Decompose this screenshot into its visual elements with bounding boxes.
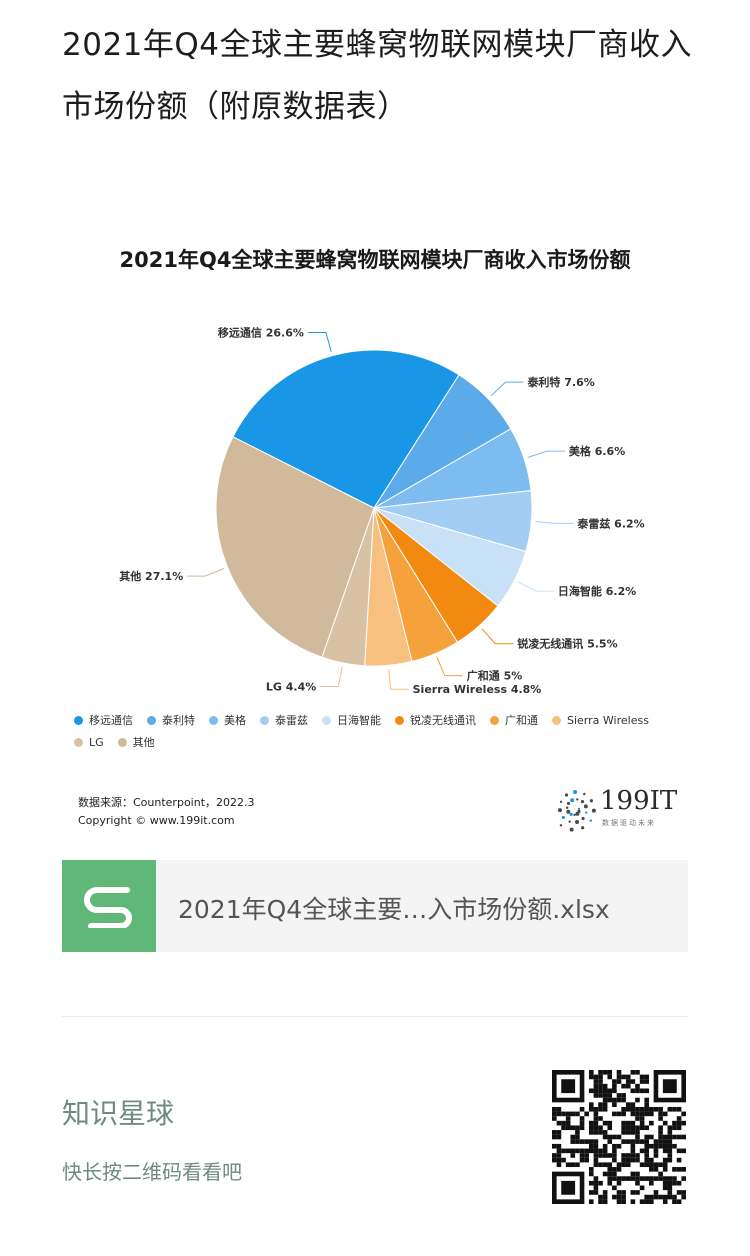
pie-leader-line-3 xyxy=(535,521,574,524)
logo-dots-icon xyxy=(557,790,596,832)
file-name: 2021年Q4全球主要…入市场份额.xlsx xyxy=(178,895,610,924)
pie-data-label-8: LG 4.4% xyxy=(266,680,316,693)
promo-subtitle: 快长按二维码看看吧 xyxy=(62,1160,242,1184)
legend-label: 广和通 xyxy=(505,714,538,727)
pie-leader-line-8 xyxy=(320,666,343,687)
divider xyxy=(62,1016,688,1017)
post-title: 2021年Q4全球主要蜂窝物联网模块厂商收入市场份额（附原数据表） xyxy=(62,27,693,125)
legend-label: 美格 xyxy=(224,714,246,727)
pie-data-label-9: 其他 27.1% xyxy=(119,569,183,583)
pie-data-label-4: 日海智能 6.2% xyxy=(558,584,636,598)
legend-label: 其他 xyxy=(132,736,155,749)
pie-data-label-3: 泰雷兹 6.2% xyxy=(576,516,644,530)
data-source: 数据来源：Counterpoint，2022.3 xyxy=(78,796,255,809)
legend-item-8: LG xyxy=(74,736,104,749)
legend-item-0: 移远通信 xyxy=(74,712,133,728)
legend-marker-icon xyxy=(147,715,156,725)
legend-item-4: 日海智能 xyxy=(322,712,381,728)
qr-code-icon[interactable] xyxy=(552,1070,686,1204)
chart-title: 2021年Q4全球主要蜂窝物联网模块厂商收入市场份额 xyxy=(119,248,631,272)
legend-item-6: 广和通 xyxy=(490,712,538,728)
pie-slice-0 xyxy=(232,349,460,509)
logo-199it: 199IT 数据驱动未来 xyxy=(552,784,682,834)
legend-marker-icon xyxy=(552,715,561,725)
logo-text: 199IT xyxy=(600,786,678,816)
legend-marker-icon xyxy=(74,737,83,747)
legend-marker-icon xyxy=(260,715,269,725)
pie-chart: 移远通信 26.6% 泰利特 7.6% 美格 6.6% 泰雷兹 6.2% 日海智能 6.… xyxy=(119,325,644,696)
legend-item-9: 其他 xyxy=(117,734,155,750)
legend-label: 泰利特 xyxy=(162,714,195,727)
pie-leader-line-6 xyxy=(436,657,463,677)
pie-leader-line-0 xyxy=(307,331,332,352)
copyright: Copyright © www.199it.com xyxy=(78,814,235,827)
promo-title: 知识星球 xyxy=(62,1097,175,1130)
pie-leader-line-7 xyxy=(388,669,409,690)
legend-label: 泰雷兹 xyxy=(275,714,308,727)
pie-leader-line-5 xyxy=(481,628,514,645)
pie-data-label-1: 泰利特 7.6% xyxy=(526,375,594,389)
pie-data-label-6: 广和通 5% xyxy=(467,669,523,683)
legend-label: 日海智能 xyxy=(337,714,381,727)
pie-leader-line-4 xyxy=(517,581,554,592)
legend-marker-icon xyxy=(395,715,404,725)
legend-label: LG xyxy=(89,735,104,749)
pie-leader-line-2 xyxy=(527,450,565,458)
logo-tagline: 数据驱动未来 xyxy=(602,819,656,827)
pie-leader-line-9 xyxy=(187,568,224,577)
legend-marker-icon xyxy=(322,715,331,725)
legend-item-1: 泰利特 xyxy=(147,712,195,728)
legend-item-7: Sierra Wireless xyxy=(552,714,649,727)
legend-marker-icon xyxy=(209,715,218,725)
file-attachment[interactable]: 2021年Q4全球主要…入市场份额.xlsx xyxy=(62,860,688,952)
pie-slice-9 xyxy=(215,436,375,658)
legend-item-3: 泰雷兹 xyxy=(260,712,308,728)
pie-leader-line-1 xyxy=(490,381,524,397)
pie-data-label-2: 美格 6.6% xyxy=(569,444,625,458)
legend-label: 锐凌无线通讯 xyxy=(410,714,476,727)
legend-label: 移远通信 xyxy=(89,714,133,727)
legend-label: Sierra Wireless xyxy=(567,713,649,727)
legend-marker-icon xyxy=(117,737,127,747)
pie-data-label-7: Sierra Wireless 4.8% xyxy=(413,683,542,696)
legend-item-5: 锐凌无线通讯 xyxy=(395,712,476,728)
legend-marker-icon xyxy=(74,715,83,725)
spreadsheet-s-icon xyxy=(62,860,156,952)
chart-legend: 移远通信 泰利特 美格 泰雷兹 日海智能 锐凌无线通讯 广和通 Sierra Wireless… xyxy=(74,712,684,756)
legend-marker-icon xyxy=(490,715,499,725)
chart-figure: 2021年Q4全球主要蜂窝物联网模块厂商收入市场份额 移远通信 26.6% 泰利特… xyxy=(62,222,688,848)
pie-data-label-0: 移远通信 26.6% xyxy=(218,325,304,339)
legend-item-2: 美格 xyxy=(209,712,246,728)
pie-data-label-5: 锐凌无线通讯 5.5% xyxy=(517,637,617,651)
